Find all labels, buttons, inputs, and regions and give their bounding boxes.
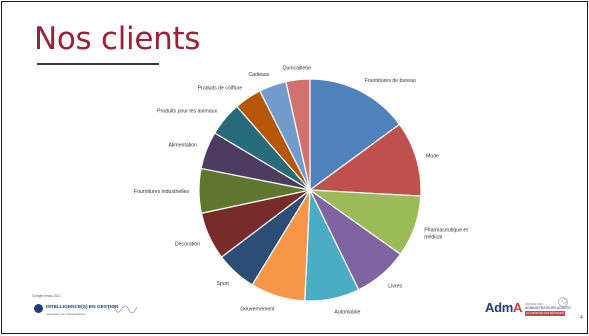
adma-line2: ADMINISTRATEURS AGRÉÉS	[525, 306, 571, 310]
pie-label-10: Produits pour les animaux	[157, 108, 217, 114]
title-underline	[37, 63, 159, 65]
page-number: 4	[580, 315, 583, 321]
pie-label-5: Gouvernement	[240, 307, 275, 313]
pie-slice-1	[308, 123, 422, 197]
pie-slices	[198, 78, 422, 302]
adma-line3: AU CŒUR DE VOS DÉCISIONS	[525, 311, 565, 316]
footer-right-logo: AdmA ORDRE DES ADMINISTRATEURS AGRÉÉS AU…	[485, 296, 577, 322]
signature-icon	[107, 305, 138, 314]
pie-label-9: Alimentation	[169, 143, 198, 149]
pie-labels: Fournitures de bureau Mode Pharmaceutique …	[134, 66, 468, 316]
pie-slice-0	[309, 78, 401, 192]
pie-label-4: Automobile	[334, 310, 360, 316]
footer-caption: Compte rendu 2021	[32, 294, 61, 298]
pie-label-8: Fournitures industrielles	[134, 189, 189, 195]
pie-label-1: Mode	[426, 154, 439, 160]
pie-label-3: Livres	[388, 283, 402, 289]
pie-label-13: Quincaillerie	[283, 66, 312, 72]
footer-left-logo-text: INTELLIGENCE(S) EN GESTION	[46, 305, 119, 310]
pie-label-7: Décoration	[175, 241, 200, 247]
pie-chart: Fournitures de bureau Mode Pharmaceutique …	[134, 66, 468, 316]
footer-left-subtext: Association des administrateurs	[46, 312, 86, 316]
adma-line1: ORDRE DES	[525, 302, 543, 306]
pie-label-0: Fournitures de bureau	[365, 78, 416, 84]
adma-logo: AdmA	[485, 300, 523, 315]
footer-left-logo: Compte rendu 2021 INTELLIGENCE(S) EN GES…	[32, 294, 138, 320]
pie-label-12: Cadeaux	[248, 72, 269, 78]
pie-label-2: Pharmaceutique et médical	[424, 228, 468, 241]
pie-label-6: Sport	[216, 281, 229, 287]
pie-slice-13	[285, 78, 311, 191]
ring-icon	[558, 297, 568, 307]
pie-label-11: Produits de coiffure	[198, 86, 243, 92]
slide-title: Nos clients	[34, 21, 201, 57]
seal-icon	[34, 304, 43, 313]
